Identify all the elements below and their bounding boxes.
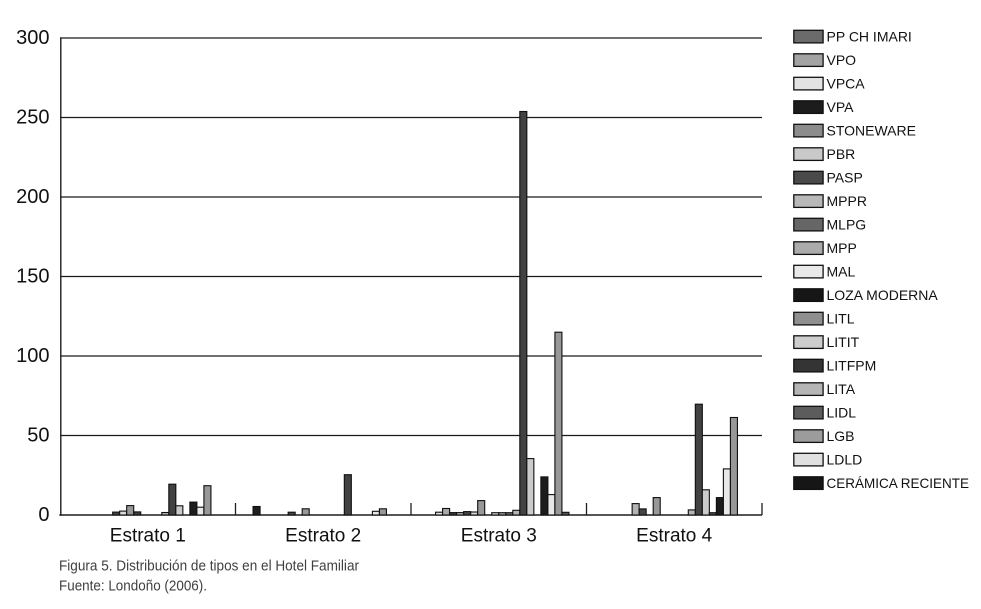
svg-text:LOZA MODERNA: LOZA MODERNA — [827, 287, 939, 303]
svg-text:VPA: VPA — [827, 99, 855, 115]
svg-text:CERÁMICA RECIENTE: CERÁMICA RECIENTE — [827, 475, 970, 491]
svg-text:50: 50 — [27, 424, 49, 446]
svg-text:VPCA: VPCA — [827, 76, 866, 92]
svg-text:PBR: PBR — [827, 146, 856, 162]
svg-text:150: 150 — [16, 265, 49, 287]
svg-text:200: 200 — [16, 186, 49, 208]
svg-text:STONEWARE: STONEWARE — [827, 123, 916, 139]
svg-text:LIDL: LIDL — [827, 405, 857, 421]
svg-text:Fuente: Londoño (2006).: Fuente: Londoño (2006). — [59, 577, 207, 594]
svg-text:Estrato 2: Estrato 2 — [285, 526, 361, 547]
svg-text:250: 250 — [16, 106, 49, 128]
svg-text:VPO: VPO — [827, 52, 857, 68]
svg-text:Estrato 4: Estrato 4 — [636, 526, 712, 547]
svg-text:300: 300 — [16, 27, 49, 49]
svg-text:LITFPM: LITFPM — [827, 358, 877, 374]
svg-text:MAL: MAL — [827, 264, 856, 280]
svg-text:PP CH IMARI: PP CH IMARI — [827, 29, 912, 45]
svg-text:Estrato 1: Estrato 1 — [110, 526, 186, 547]
svg-text:LITIT: LITIT — [827, 334, 860, 350]
svg-text:100: 100 — [16, 345, 49, 367]
svg-text:Estrato 3: Estrato 3 — [461, 526, 537, 547]
svg-text:LGB: LGB — [827, 428, 855, 444]
svg-text:MPPR: MPPR — [827, 193, 867, 209]
svg-text:LITL: LITL — [827, 311, 855, 327]
svg-text:Figura 5. Distribución de tipo: Figura 5. Distribución de tipos en el Ho… — [59, 557, 359, 574]
svg-text:LITA: LITA — [827, 381, 856, 397]
svg-text:LDLD: LDLD — [827, 452, 863, 468]
svg-text:0: 0 — [38, 504, 49, 526]
svg-text:MLPG: MLPG — [827, 217, 867, 233]
svg-text:PASP: PASP — [827, 170, 863, 186]
svg-text:MPP: MPP — [827, 240, 857, 256]
